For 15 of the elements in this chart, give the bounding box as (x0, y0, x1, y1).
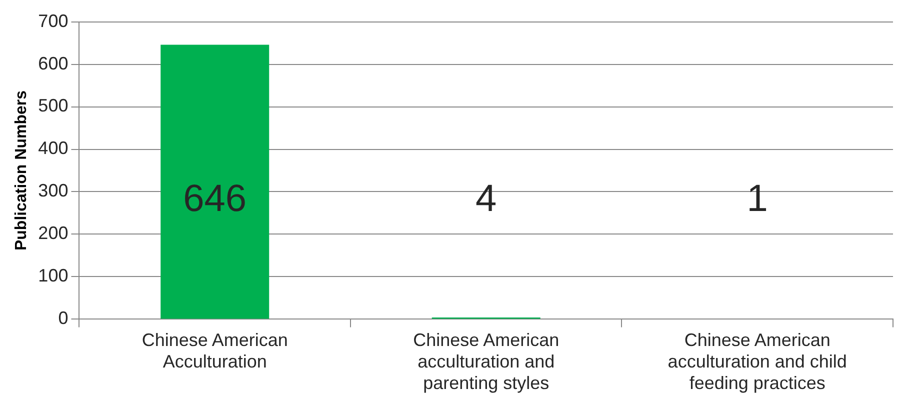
y-tick-label: 400 (38, 138, 68, 158)
y-tick-label: 700 (38, 10, 68, 31)
data-label: 1 (746, 178, 768, 220)
y-tick-label: 500 (38, 96, 68, 116)
x-tick-label: Chinese American acculturation and child feeding practices (668, 330, 847, 394)
data-label: 646 (183, 178, 247, 220)
y-axis-title: Publication Numbers (13, 90, 30, 251)
y-tick-label: 100 (38, 266, 68, 286)
y-tick-label: 300 (38, 180, 68, 201)
data-label: 4 (476, 178, 497, 220)
x-tick-label: Chinese American acculturation and parenting styles (413, 330, 560, 394)
y-tick-label: 200 (38, 223, 68, 244)
y-tick-label: 600 (38, 53, 68, 74)
x-tick-label: Chinese American Acculturation (142, 330, 288, 372)
y-tick-label: 0 (58, 308, 68, 328)
